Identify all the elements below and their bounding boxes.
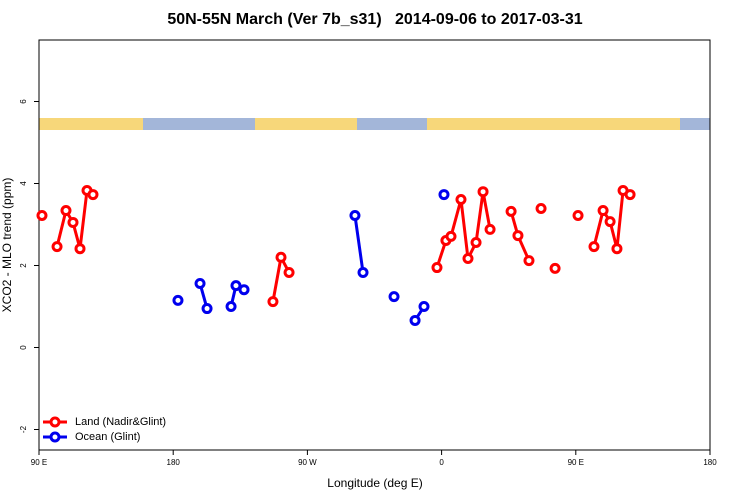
- point: [267, 296, 279, 308]
- point: [74, 243, 86, 255]
- point: [572, 209, 584, 221]
- y-tick-label: -2: [19, 425, 28, 433]
- point: [477, 186, 489, 198]
- point: [438, 189, 450, 201]
- x-tick-label: 180: [167, 458, 181, 467]
- point: [201, 303, 213, 315]
- y-tick-label: 4: [19, 181, 28, 186]
- point: [172, 294, 184, 306]
- point: [409, 314, 421, 326]
- point: [624, 189, 636, 201]
- y-tick-label: 6: [19, 99, 28, 104]
- series-line: [200, 195, 444, 321]
- point: [462, 253, 474, 265]
- point: [484, 223, 496, 235]
- land-mask-band: [39, 118, 710, 130]
- chart-title: 50N-55N March (Ver 7b_s31) 2014-09-06 to…: [167, 11, 582, 28]
- point: [349, 209, 361, 221]
- point: [611, 243, 623, 255]
- x-tick-label: 90 W: [298, 458, 317, 467]
- point: [505, 205, 517, 217]
- legend-marker: [49, 431, 61, 443]
- x-tick-label: 90 E: [568, 458, 584, 467]
- y-tick-label: 0: [19, 345, 28, 350]
- point: [275, 251, 287, 263]
- plot-frame: [38, 39, 711, 451]
- point: [470, 237, 482, 249]
- point: [238, 284, 250, 296]
- point: [512, 230, 524, 242]
- point: [388, 291, 400, 303]
- point: [431, 262, 443, 274]
- point: [418, 301, 430, 312]
- point: [455, 193, 467, 205]
- point: [597, 205, 609, 217]
- legend-label: Ocean (Glint): [75, 431, 140, 443]
- point: [36, 209, 48, 221]
- point: [67, 216, 79, 228]
- point: [51, 241, 63, 253]
- point: [535, 203, 547, 215]
- point: [549, 262, 561, 274]
- x-tick-label: 0: [439, 458, 444, 467]
- legend-marker: [49, 416, 61, 428]
- point: [230, 280, 242, 292]
- point: [588, 241, 600, 253]
- x-axis-label: Longitude (deg E): [327, 476, 422, 490]
- x-tick-label: 180: [703, 458, 717, 467]
- point: [194, 278, 206, 290]
- y-tick-label: 2: [19, 263, 28, 268]
- point: [604, 216, 616, 228]
- point: [87, 189, 99, 201]
- legend-label: Land (Nadir&Glint): [75, 416, 166, 428]
- point: [60, 205, 72, 217]
- point: [283, 266, 295, 278]
- y-axis-label: XCO2 - MLO trend (ppm): [0, 178, 14, 313]
- point: [445, 230, 457, 242]
- x-tick-label: 90 E: [31, 458, 47, 467]
- point: [225, 301, 237, 312]
- point: [357, 266, 369, 278]
- ocean-strip: [143, 118, 255, 130]
- ocean-strip: [357, 118, 427, 130]
- point: [523, 255, 535, 267]
- ocean-strip: [680, 118, 710, 130]
